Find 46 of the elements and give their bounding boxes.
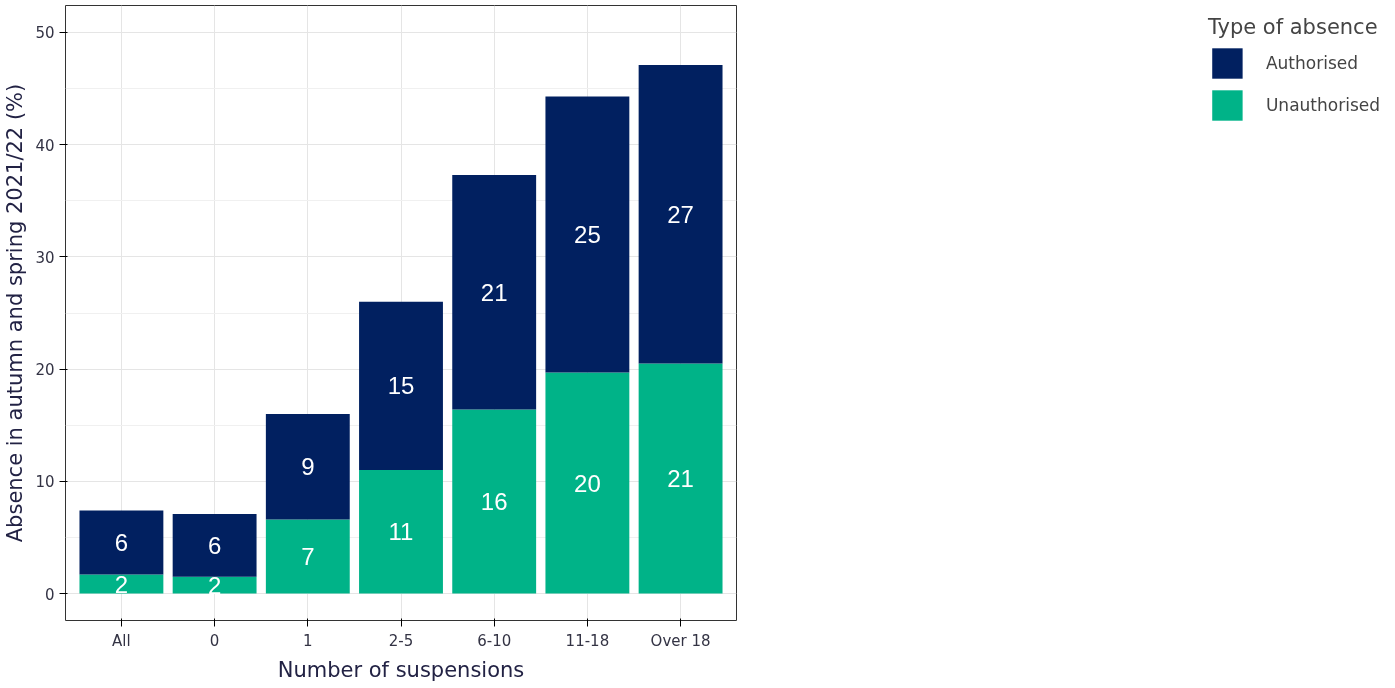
legend-title: Type of absence xyxy=(1207,15,1379,39)
bar xyxy=(265,414,350,520)
y-tick-label: 40 xyxy=(35,136,55,155)
x-tick-label: 6-10 xyxy=(477,631,512,650)
y-tick-label: 10 xyxy=(35,473,55,492)
legend-label: Unauthorised xyxy=(1265,95,1380,115)
data-label: 6 xyxy=(114,529,129,556)
data-label: 25 xyxy=(574,220,601,248)
bar xyxy=(79,574,164,594)
y-tick-label: 0 xyxy=(44,585,55,604)
data-label: 15 xyxy=(387,372,415,400)
x-axis-title: Number of suspensions xyxy=(277,657,525,682)
bar xyxy=(265,519,350,594)
data-label: 9 xyxy=(301,453,315,481)
bar xyxy=(452,174,537,410)
bar xyxy=(359,301,443,471)
data-label: 2 xyxy=(207,571,222,599)
bar xyxy=(172,576,257,594)
x-tick-label: 2-5 xyxy=(388,631,414,650)
y-tick-label: 30 xyxy=(35,248,55,267)
y-axis-title: Absence in autumn and spring 2021/22 (%) xyxy=(3,83,28,543)
data-label: 6 xyxy=(207,531,222,559)
data-label: 11 xyxy=(388,518,414,546)
bar xyxy=(545,372,630,594)
data-label: 20 xyxy=(574,469,601,497)
data-label: 21 xyxy=(667,465,694,493)
data-label: 21 xyxy=(480,278,508,306)
data-label: 16 xyxy=(480,488,508,516)
bar xyxy=(452,409,537,594)
x-tick-label: All xyxy=(112,631,131,650)
x-tick-label: 0 xyxy=(209,631,220,650)
data-label: 27 xyxy=(667,200,694,228)
bar xyxy=(359,470,443,594)
data-label: 2 xyxy=(114,570,129,598)
x-tick-label: 1 xyxy=(303,631,313,650)
bar xyxy=(638,64,723,364)
x-tick-label: 11-18 xyxy=(565,631,610,650)
bar xyxy=(79,510,164,575)
y-tick-label: 50 xyxy=(35,24,55,43)
bar xyxy=(638,363,723,594)
bar xyxy=(545,96,630,373)
legend-label: Authorised xyxy=(1265,53,1358,73)
x-tick-label: Over 18 xyxy=(650,631,711,650)
data-label: 7 xyxy=(301,543,315,571)
y-tick-label: 20 xyxy=(35,361,55,380)
bar xyxy=(172,513,257,577)
